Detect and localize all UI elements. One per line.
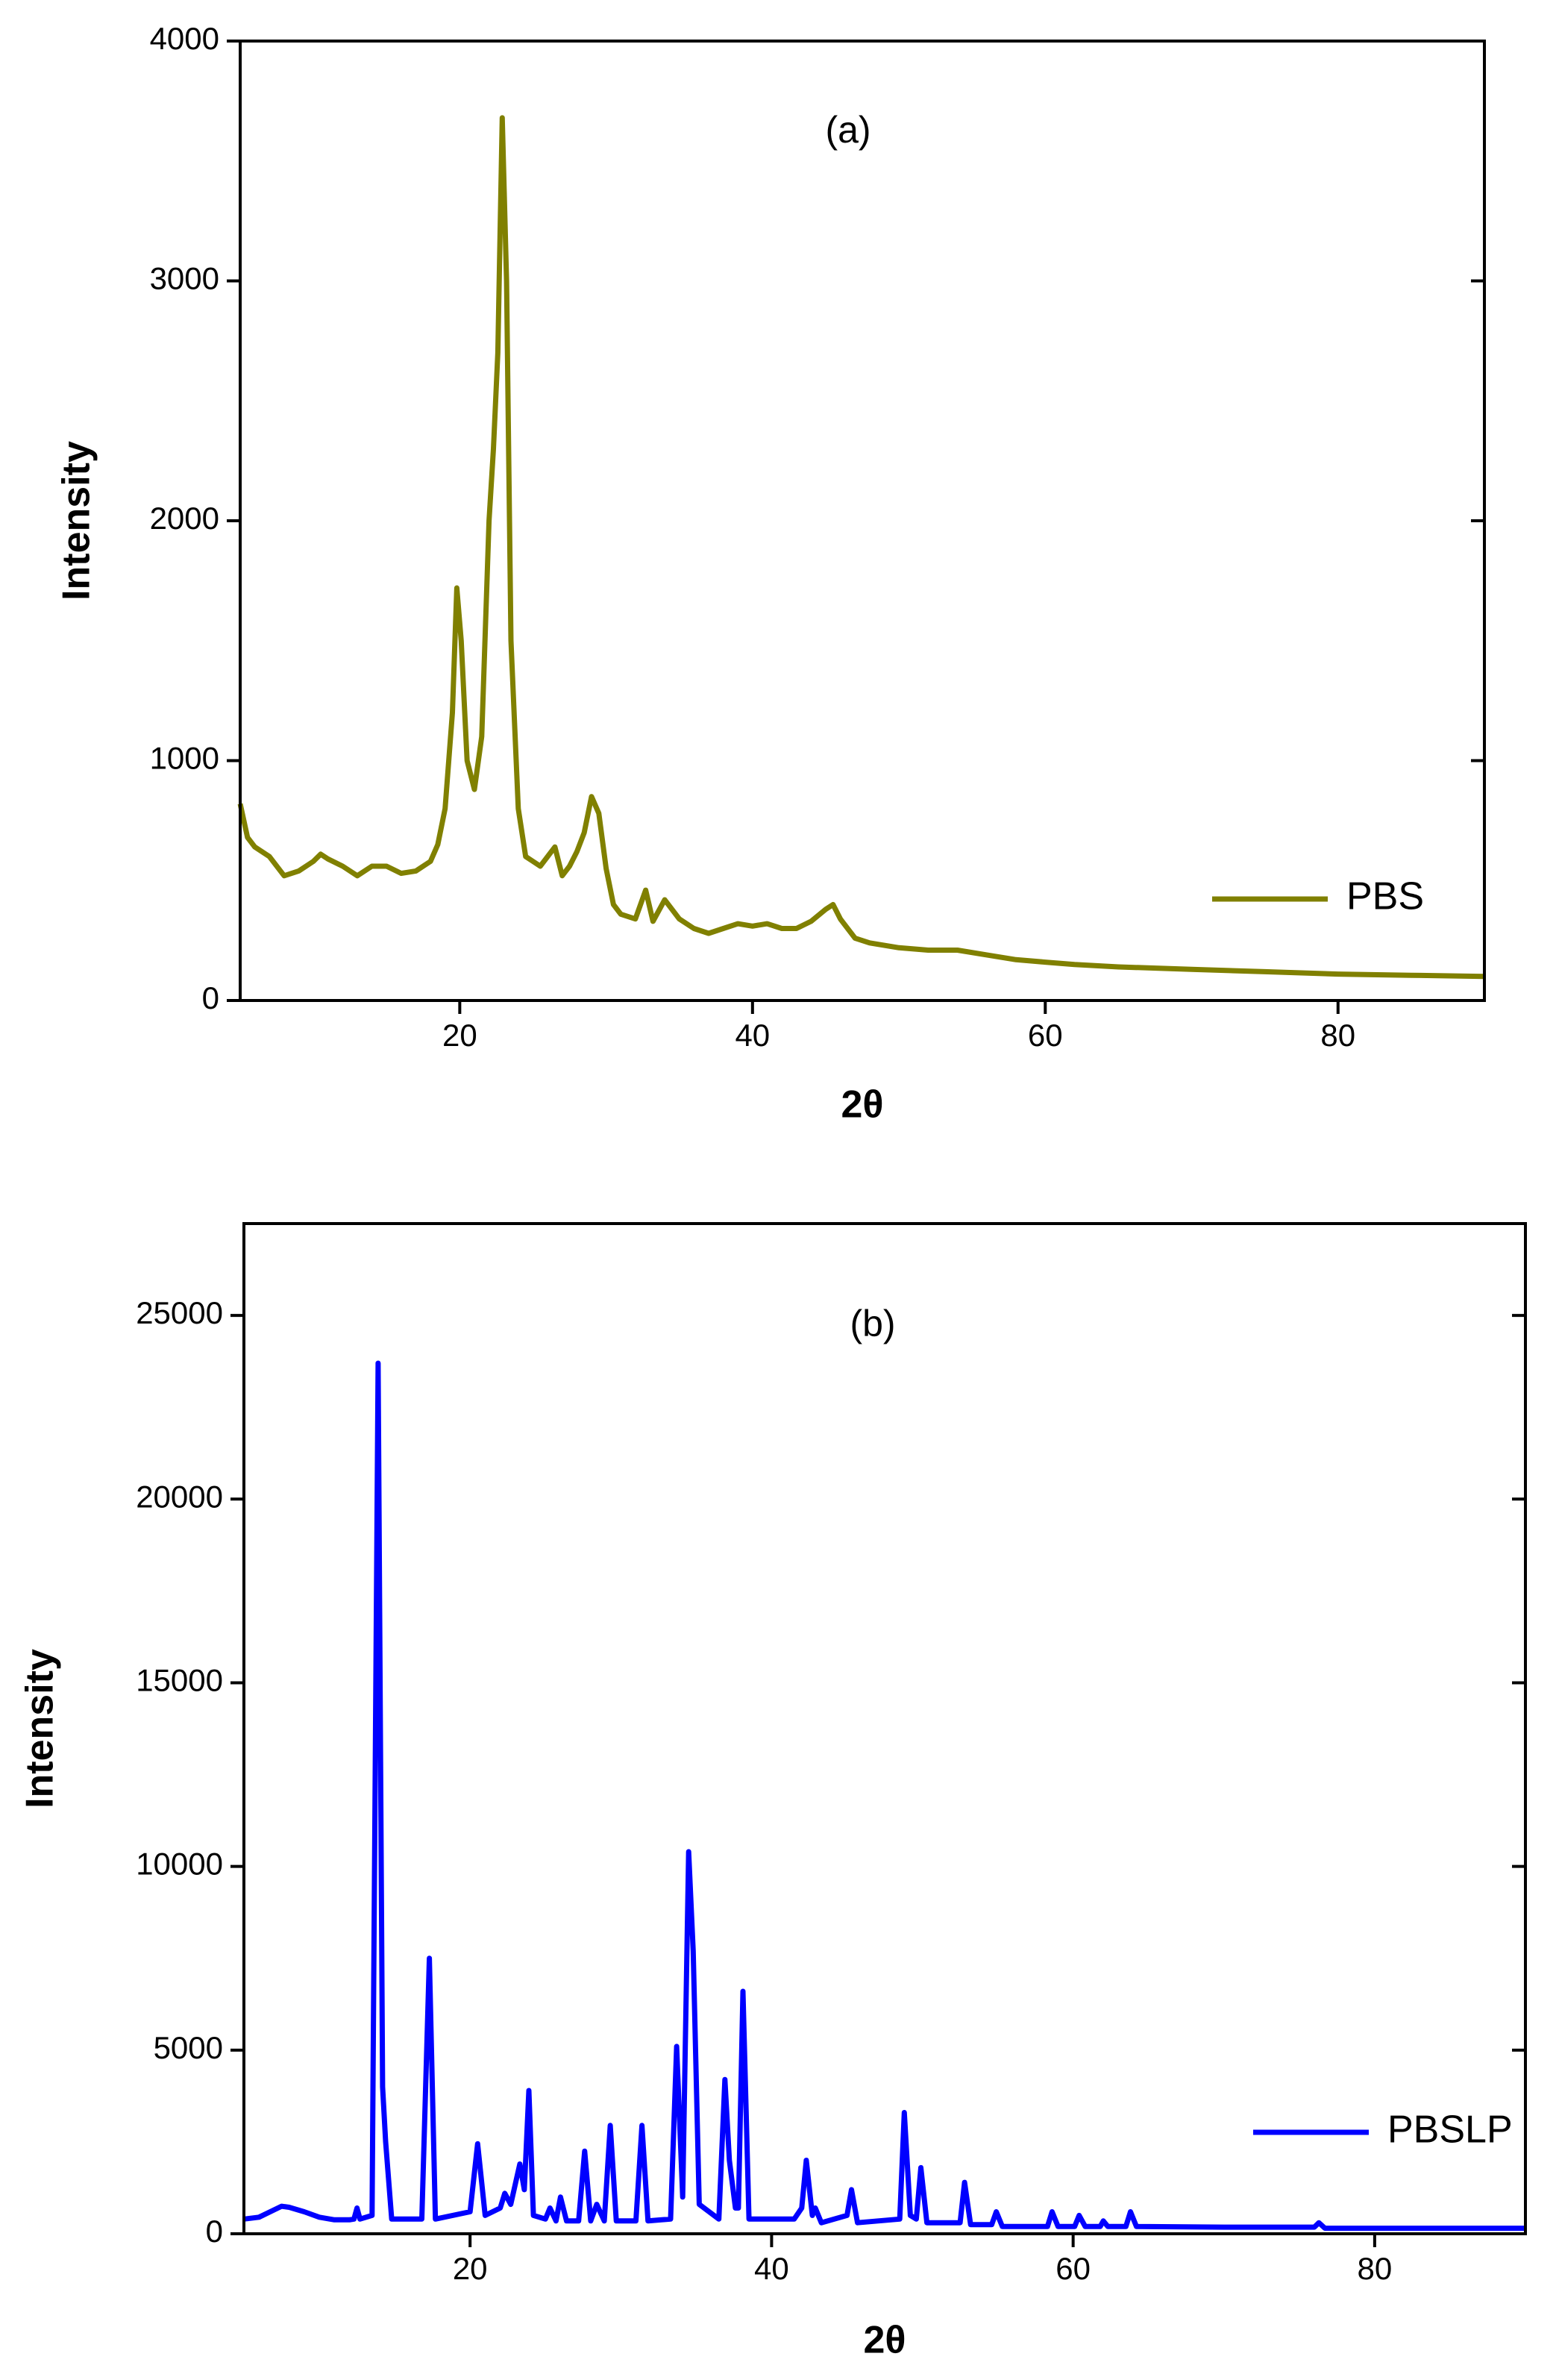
y-axis-label: Intensity (19, 1649, 62, 1809)
annotation: (b) (850, 1303, 895, 1344)
y-tick-label: 2000 (150, 501, 219, 536)
y-tick-label: 1000 (150, 741, 219, 776)
y-tick-label: 0 (206, 2214, 223, 2249)
x-tick-label: 40 (754, 2251, 789, 2286)
x-tick-label: 20 (453, 2251, 488, 2286)
y-tick-label: 10000 (136, 1847, 223, 1882)
y-tick-label: 3000 (150, 261, 219, 296)
x-tick-label: 60 (1028, 1018, 1063, 1053)
data-line (243, 1360, 1525, 2232)
x-tick-label: 60 (1055, 2251, 1091, 2286)
data-line (237, 115, 1485, 980)
plot-frame (239, 40, 1486, 1002)
y-tick-label: 4000 (150, 21, 219, 56)
legend-label: PBS (1346, 875, 1424, 918)
x-tick-label: 80 (1358, 2251, 1393, 2286)
y-tick-label: 0 (202, 980, 219, 1015)
y-tick-label: 20000 (136, 1479, 223, 1514)
x-axis-label: 2θ (841, 1083, 883, 1127)
x-tick-label: 20 (442, 1018, 477, 1053)
y-tick-label: 5000 (154, 2030, 223, 2065)
annotation: (a) (825, 109, 871, 151)
x-tick-label: 80 (1320, 1018, 1355, 1053)
y-tick-label: 15000 (136, 1663, 223, 1698)
plot-frame (242, 1222, 1527, 2235)
y-tick-label: 25000 (136, 1295, 223, 1330)
legend-label: PBSLP (1387, 2108, 1513, 2152)
x-tick-label: 40 (735, 1018, 770, 1053)
y-axis-label: Intensity (55, 441, 98, 601)
x-axis-label: 2θ (863, 2319, 906, 2362)
